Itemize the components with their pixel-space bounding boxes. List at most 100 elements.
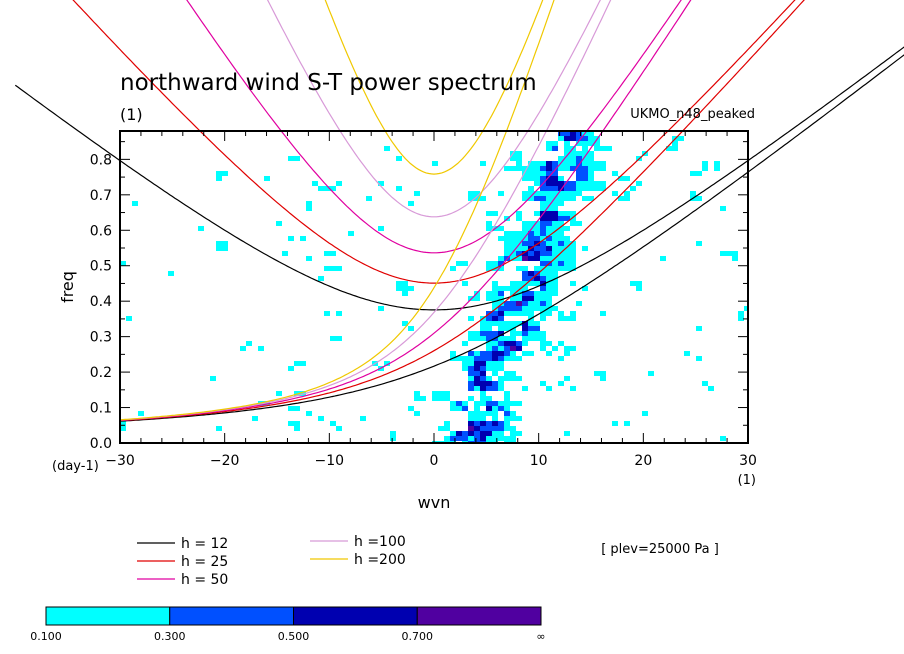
contour-cell <box>492 341 498 346</box>
contour-cell <box>486 406 492 411</box>
contour-cell <box>528 336 534 341</box>
contour-cell <box>498 366 504 371</box>
contour-cell <box>510 346 516 351</box>
contour-cell <box>534 181 540 186</box>
contour-cell <box>474 366 480 371</box>
contour-cell <box>480 381 486 386</box>
contour-cell <box>582 196 588 201</box>
contour-cell <box>498 351 504 356</box>
contour-cell <box>552 261 558 266</box>
contour-cell <box>534 331 540 336</box>
contour-cell <box>498 346 504 351</box>
contour-cell <box>510 296 516 301</box>
contour-cell <box>492 416 498 421</box>
contour-cell <box>510 426 516 431</box>
contour-cell <box>468 421 474 426</box>
contour-cell <box>480 421 486 426</box>
contour-cell <box>468 331 474 336</box>
contour-cell <box>588 176 594 181</box>
contour-cell <box>504 391 510 396</box>
contour-cell <box>294 421 300 426</box>
contour-cell <box>462 356 468 361</box>
contour-cell <box>522 351 528 356</box>
contour-cell <box>540 196 546 201</box>
contour-cell <box>594 181 600 186</box>
contour-cell <box>528 311 534 316</box>
contour-cell <box>504 371 510 376</box>
contour-cell <box>540 186 546 191</box>
contour-cell <box>222 241 228 246</box>
contour-cell <box>582 171 588 176</box>
contour-cell <box>330 266 336 271</box>
contour-cell <box>474 426 480 431</box>
contour-cell <box>558 241 564 246</box>
contour-cell <box>642 411 648 416</box>
contour-cell <box>534 326 540 331</box>
contour-cell <box>720 436 726 441</box>
contour-cell <box>582 136 588 141</box>
contour-cell <box>516 346 522 351</box>
contour-cell <box>522 221 528 226</box>
contour-cell <box>510 231 516 236</box>
contour-cell <box>486 426 492 431</box>
contour-cell <box>522 196 528 201</box>
contour-cell <box>522 236 528 241</box>
y-tick-label: 0.3 <box>90 330 112 346</box>
contour-cell <box>540 261 546 266</box>
contour-cell <box>552 241 558 246</box>
contour-cell <box>276 391 282 396</box>
contour-cell <box>300 361 306 366</box>
contour-cell <box>558 231 564 236</box>
contour-cell <box>336 181 342 186</box>
contour-cell <box>540 206 546 211</box>
contour-cell <box>492 356 498 361</box>
contour-cell <box>522 171 528 176</box>
contour-cell <box>576 156 582 161</box>
contour-cell <box>600 161 606 166</box>
contour-cell <box>558 201 564 206</box>
contour-cell <box>516 166 522 171</box>
y-tick-label: 0.0 <box>90 436 112 452</box>
contour-cell <box>582 161 588 166</box>
contour-cell <box>570 281 576 286</box>
contour-cell <box>594 141 600 146</box>
contour-cell <box>540 191 546 196</box>
x-tick-label: 20 <box>634 453 652 469</box>
contour-cell <box>486 266 492 271</box>
contour-cell <box>510 341 516 346</box>
contour-cell <box>486 421 492 426</box>
contour-cell <box>528 186 534 191</box>
contour-cell <box>552 266 558 271</box>
contour-cell <box>456 261 462 266</box>
contour-cell <box>306 411 312 416</box>
contour-cell <box>546 161 552 166</box>
contour-cell <box>582 186 588 191</box>
contour-cell <box>516 416 522 421</box>
contour-cell <box>516 401 522 406</box>
contour-cell <box>588 131 594 136</box>
contour-cell <box>552 291 558 296</box>
contour-cell <box>516 311 522 316</box>
contour-cell <box>552 286 558 291</box>
contour-cell <box>558 166 564 171</box>
contour-cell <box>546 351 552 356</box>
contour-cell <box>492 321 498 326</box>
contour-cell <box>588 171 594 176</box>
contour-cell <box>486 331 492 336</box>
contour-cell <box>492 301 498 306</box>
mrg-curve-50 <box>119 0 692 421</box>
contour-cell <box>330 421 336 426</box>
contour-cell <box>570 256 576 261</box>
contour-cell <box>528 236 534 241</box>
contour-cell <box>486 431 492 436</box>
contour-cell <box>216 426 222 431</box>
contour-cell <box>480 366 486 371</box>
contour-cell <box>558 381 564 386</box>
x-axis-units: (1) <box>738 473 756 488</box>
contour-cell <box>528 176 534 181</box>
contour-cell <box>462 406 468 411</box>
contour-cell <box>396 186 402 191</box>
contour-cell <box>570 316 576 321</box>
contour-cell <box>516 306 522 311</box>
contour-cell <box>732 251 738 256</box>
